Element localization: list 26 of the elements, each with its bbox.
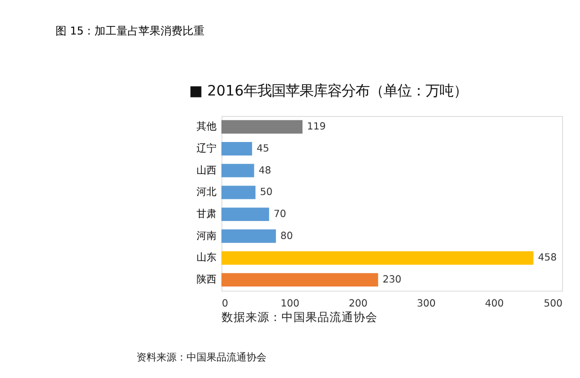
data-label: 50 [260,187,273,198]
y-tick-label: 山东 [196,252,216,264]
x-tick-label: 0 [222,298,228,310]
y-tick-label: 山西 [196,164,216,176]
data-label: 458 [538,252,557,264]
y-tick-label: 辽宁 [196,142,216,154]
y-tick-label: 甘肃 [196,208,216,220]
text: 图 15：加工量占苹果消费比重 [56,24,205,38]
data-label: 80 [280,230,293,242]
y-tick-label: 河北 [196,186,216,198]
x-tick-label: 200 [348,298,368,310]
chart-subtitle: ■ 2016年我国苹果库容分布（单位：万吨） [189,83,468,100]
data-label: 119 [306,122,326,133]
y-tick-label: 河南 [196,230,216,242]
y-tick-label: 陕西 [196,274,216,286]
data-label: 70 [274,208,286,220]
data-label: 230 [382,274,402,286]
data-label: 45 [256,143,270,154]
x-tick-label: 300 [416,298,436,310]
source-note: 数据来源：中国果品流通协会 [221,310,378,324]
text: 资料来源：中国果品流通协会 [136,352,266,364]
x-tick-label: 100 [280,298,300,310]
x-tick-label: 400 [484,298,504,310]
x-tick-label: 500 [544,298,563,310]
y-tick-label: 其他 [196,120,216,133]
data-label: 48 [258,165,272,176]
